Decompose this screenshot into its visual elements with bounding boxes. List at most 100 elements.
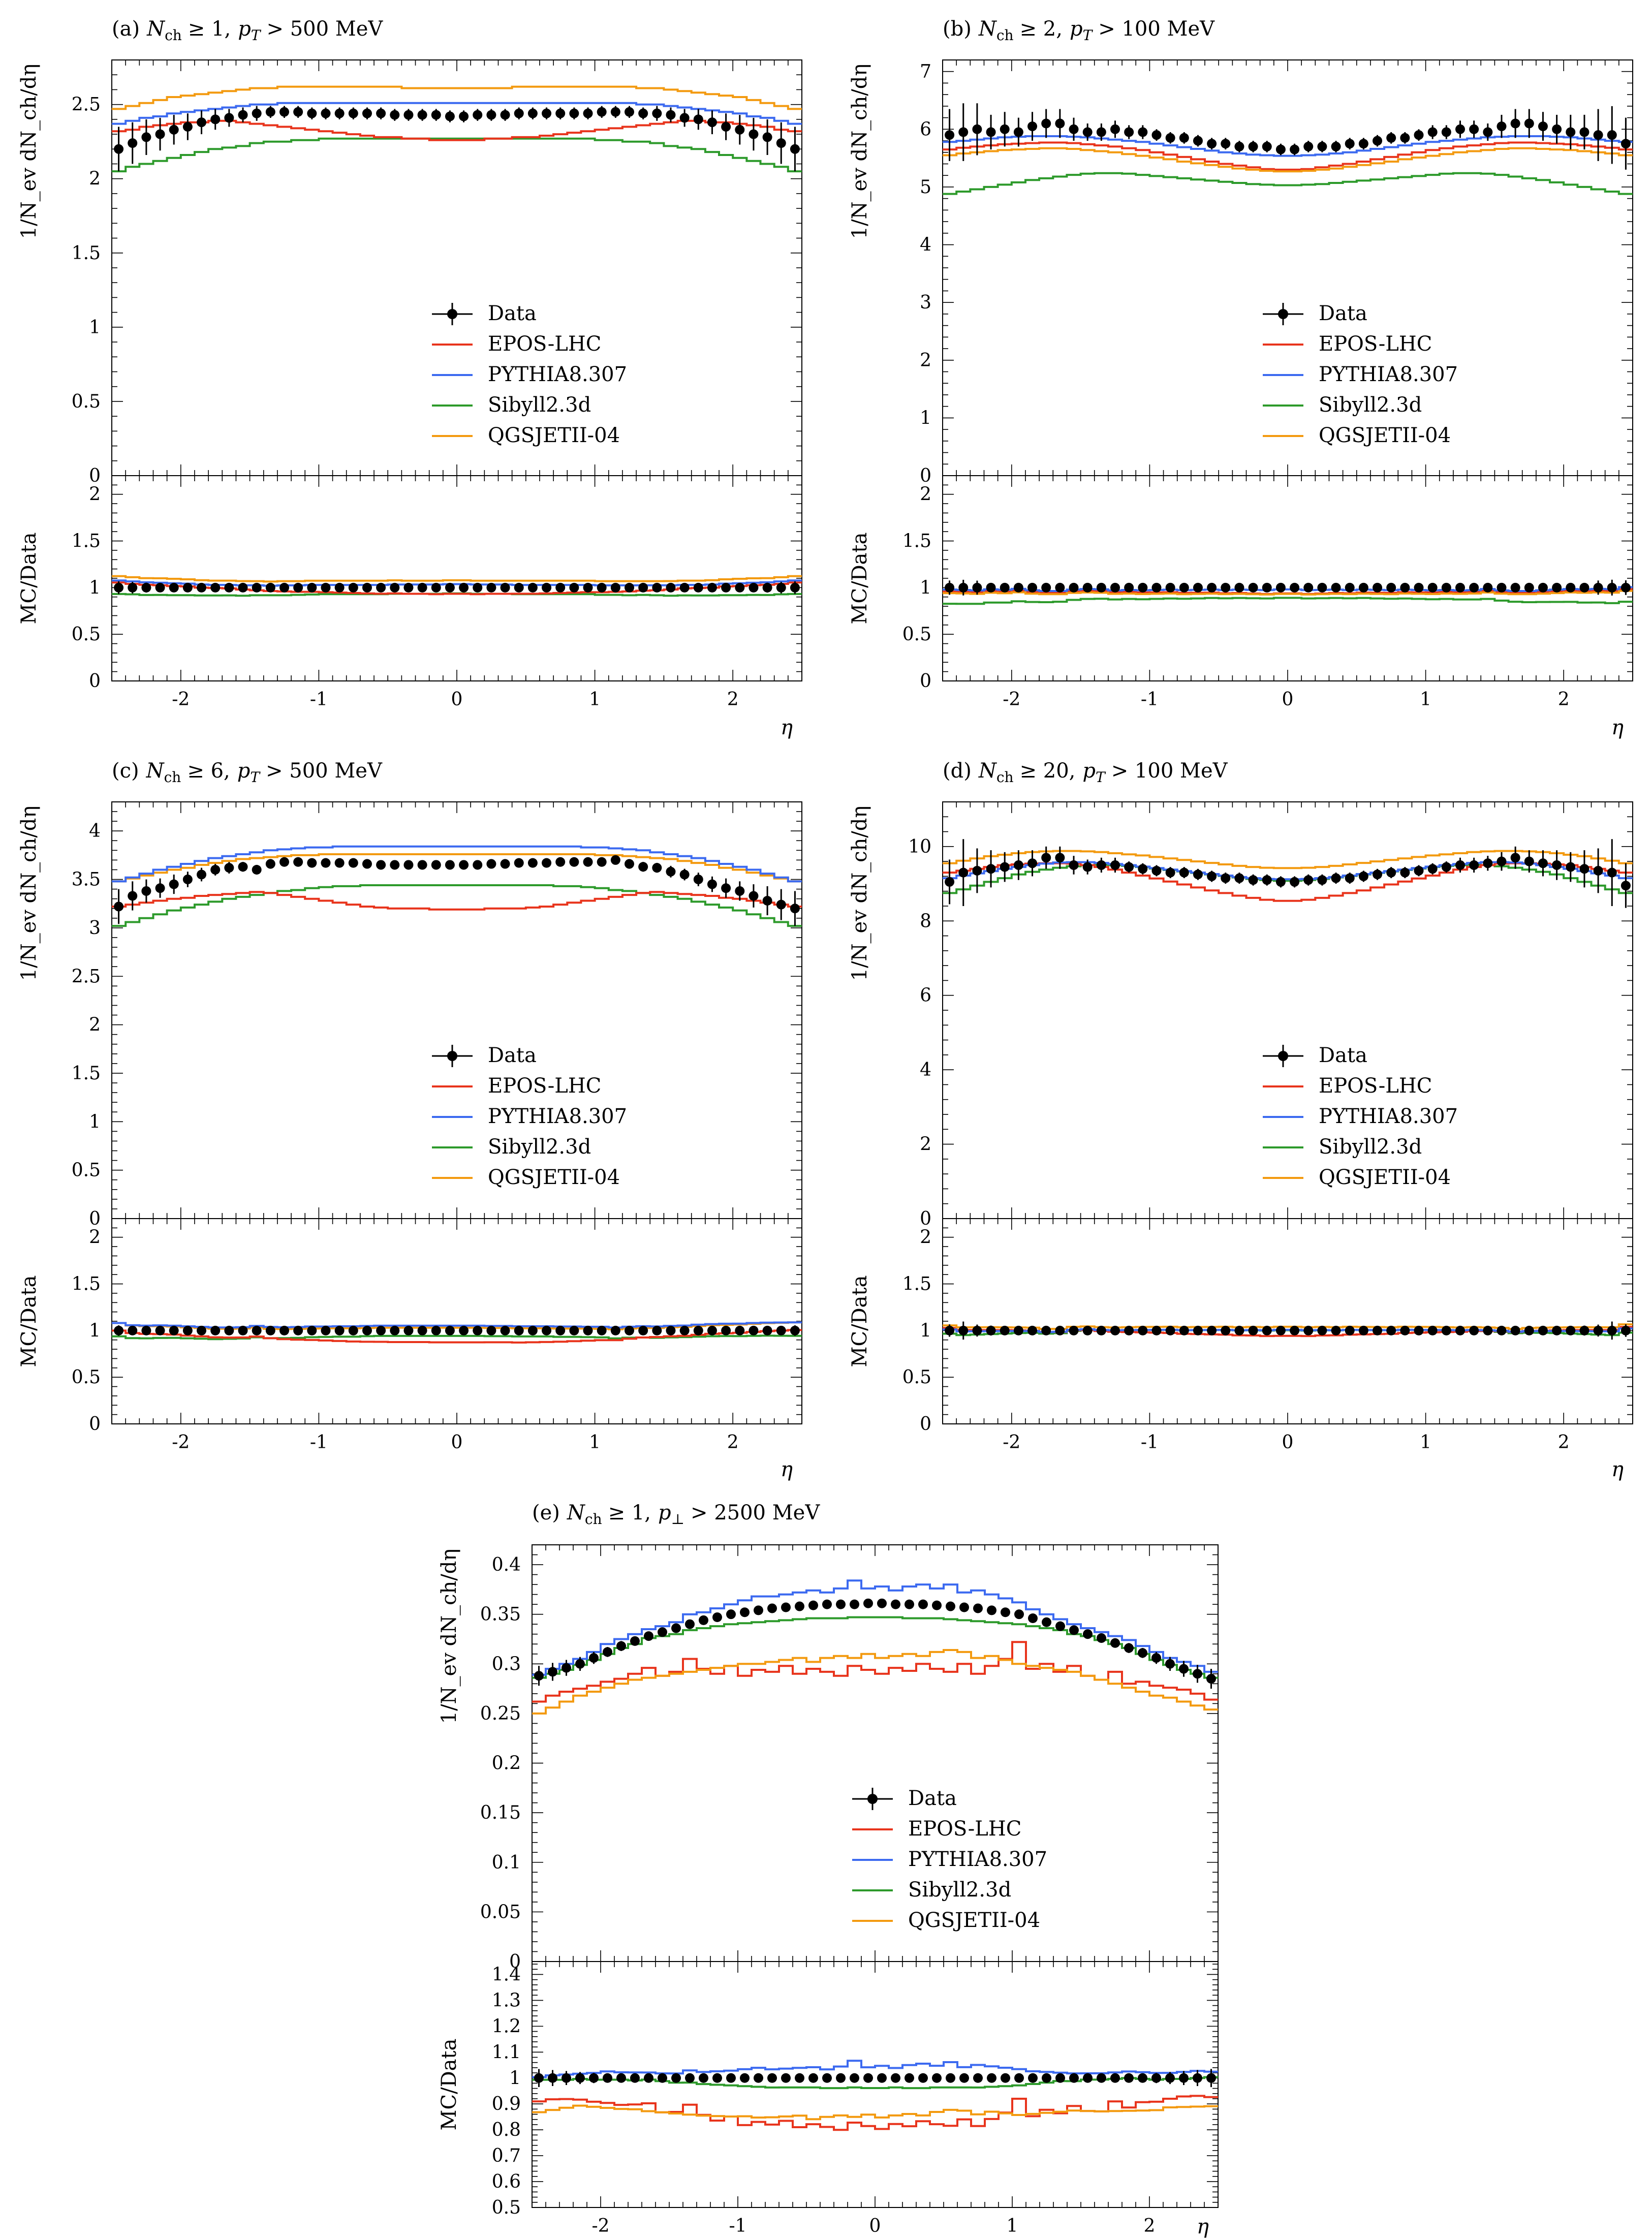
ratio-axis-label: MC/Data [848, 1275, 871, 1367]
ratio-plot-frame [111, 1218, 802, 1424]
ratio-point [1110, 1325, 1120, 1335]
ratio-point [1097, 2073, 1106, 2083]
ratio-point [685, 2073, 695, 2083]
ratio-point [1055, 1325, 1065, 1335]
ratio-point [712, 2073, 722, 2083]
data-point [740, 1607, 750, 1617]
ratio-point [1013, 582, 1023, 593]
series-line-sibyll2-3d [943, 863, 1633, 894]
ratio-point [822, 2073, 832, 2083]
data-point [141, 886, 151, 896]
ratio-tick-label: 0 [89, 1414, 101, 1435]
data-point [569, 857, 579, 867]
ratio-point [527, 582, 538, 593]
data-point [1206, 1674, 1216, 1684]
x-tick-label: -2 [591, 2216, 609, 2236]
title-label: (d) [943, 759, 972, 783]
ratio-point [1386, 1325, 1396, 1335]
data-point [945, 130, 955, 140]
data-point [735, 125, 745, 135]
data-point [527, 108, 538, 118]
data-point [403, 110, 414, 120]
data-point [1400, 867, 1410, 878]
data-point [307, 858, 317, 868]
data-point [707, 117, 717, 128]
data-point [265, 859, 275, 869]
data-point [1151, 865, 1162, 876]
data-point [1427, 864, 1438, 874]
ratio-point [583, 582, 593, 593]
data-point [1027, 858, 1038, 868]
data-point [958, 867, 969, 878]
ratio-line-pythia8-307 [943, 586, 1633, 592]
data-point [1303, 141, 1314, 151]
ratio-axis-label: MC/Data [17, 1275, 41, 1367]
ratio-point [918, 2073, 928, 2083]
ratio-point [362, 1325, 372, 1335]
ratio-point [1138, 582, 1148, 593]
title-var2: p [1070, 17, 1083, 41]
data-point [321, 858, 331, 868]
title-cond: ≥ 2, [1020, 17, 1063, 41]
ratio-tick-label: 1 [89, 577, 101, 598]
data-point [1055, 853, 1065, 863]
ratio-point [128, 582, 138, 593]
data-point [630, 1636, 640, 1646]
ratio-tick-label: 2 [89, 1227, 101, 1248]
legend-label-data: Data [1319, 1044, 1367, 1067]
data-point [1193, 1669, 1202, 1679]
y-tick-label: 10 [908, 836, 931, 857]
ratio-point [1317, 582, 1327, 593]
y-tick-label: 4 [920, 235, 931, 256]
x-tick-label: -2 [1003, 1432, 1020, 1453]
data-point [431, 860, 441, 870]
ratio-point [321, 582, 331, 593]
ratio-point [1179, 582, 1189, 593]
data-point [265, 107, 275, 117]
data-point [1179, 1664, 1189, 1674]
ratio-point [679, 1325, 690, 1335]
x-tick-label: 2 [1144, 2216, 1156, 2236]
data-point [1317, 141, 1327, 151]
title-sub2: T [251, 27, 262, 44]
ratio-point [555, 582, 566, 593]
legend-label: EPOS-LHC [488, 1074, 601, 1098]
ratio-point [473, 1325, 483, 1335]
ratio-point [972, 1325, 982, 1335]
data-point [1165, 1659, 1175, 1669]
y-tick-label: 0.5 [72, 391, 101, 412]
ratio-point [776, 582, 786, 593]
ratio-point [514, 1325, 524, 1335]
x-axis-label: η [1611, 1458, 1624, 1481]
data-point [1331, 141, 1341, 151]
data-point [767, 1603, 777, 1613]
data-point [362, 108, 372, 118]
data-point [548, 1667, 557, 1677]
ratio-point [238, 582, 248, 593]
legend-data-marker [867, 1794, 878, 1804]
ratio-point [1303, 582, 1314, 593]
panel-e: (e) Nch ≥ 1, p⊥ > 2500 MeV -2 -1 0 1 2 η 0 0.05 0.1 0.… [438, 1501, 1219, 2238]
ratio-point [141, 1325, 151, 1335]
ratio-point [569, 582, 579, 593]
title-var2: p [1082, 759, 1096, 783]
ratio-point [630, 2073, 640, 2083]
ratio-point [671, 2073, 681, 2083]
ratio-point [1165, 1325, 1175, 1335]
data-point [754, 1605, 763, 1615]
data-point [1579, 127, 1589, 137]
data-point [514, 858, 524, 868]
data-point [334, 858, 345, 868]
ratio-point [1593, 582, 1603, 593]
ratio-point [555, 1325, 566, 1335]
data-point [1110, 1638, 1120, 1648]
ratio-point [114, 1325, 124, 1335]
y-axis-label: 1/N_ev dN_ch/dη [17, 806, 41, 981]
ratio-point [169, 582, 179, 593]
ratio-point [1248, 582, 1258, 593]
y-tick-label: 4 [920, 1060, 931, 1080]
y-tick-label: 0 [920, 1208, 931, 1229]
data-point [583, 108, 593, 118]
panel-b: (b) Nch ≥ 2, pT > 100 MeV -2 -1 0 1 2 η 0 1 2 3 4 5 6 7 0 0.… [848, 17, 1633, 739]
ratio-point [1345, 582, 1355, 593]
